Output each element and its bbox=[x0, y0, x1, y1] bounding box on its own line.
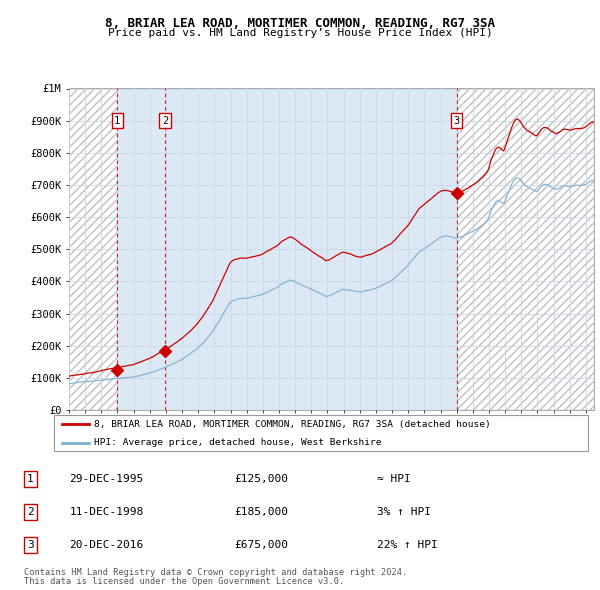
Text: 2: 2 bbox=[162, 116, 168, 126]
Text: 29-DEC-1995: 29-DEC-1995 bbox=[70, 474, 143, 484]
Text: HPI: Average price, detached house, West Berkshire: HPI: Average price, detached house, West… bbox=[94, 438, 382, 447]
Text: ≈ HPI: ≈ HPI bbox=[377, 474, 411, 484]
Text: £675,000: £675,000 bbox=[235, 540, 289, 550]
Text: £125,000: £125,000 bbox=[235, 474, 289, 484]
Text: 11-DEC-1998: 11-DEC-1998 bbox=[70, 507, 143, 517]
Text: 3% ↑ HPI: 3% ↑ HPI bbox=[377, 507, 431, 517]
Text: Price paid vs. HM Land Registry’s House Price Index (HPI): Price paid vs. HM Land Registry’s House … bbox=[107, 28, 493, 38]
Bar bbox=[117, 88, 457, 410]
Text: 1: 1 bbox=[114, 116, 121, 126]
Text: 22% ↑ HPI: 22% ↑ HPI bbox=[377, 540, 438, 550]
Bar bbox=[457, 88, 594, 410]
Text: 20-DEC-2016: 20-DEC-2016 bbox=[70, 540, 143, 550]
Bar bbox=[69, 88, 117, 410]
Text: 1: 1 bbox=[27, 474, 34, 484]
Text: This data is licensed under the Open Government Licence v3.0.: This data is licensed under the Open Gov… bbox=[24, 577, 344, 586]
Text: Contains HM Land Registry data © Crown copyright and database right 2024.: Contains HM Land Registry data © Crown c… bbox=[24, 568, 407, 577]
Text: 8, BRIAR LEA ROAD, MORTIMER COMMON, READING, RG7 3SA: 8, BRIAR LEA ROAD, MORTIMER COMMON, READ… bbox=[105, 17, 495, 30]
Text: £185,000: £185,000 bbox=[235, 507, 289, 517]
FancyBboxPatch shape bbox=[54, 415, 588, 451]
Text: 8, BRIAR LEA ROAD, MORTIMER COMMON, READING, RG7 3SA (detached house): 8, BRIAR LEA ROAD, MORTIMER COMMON, READ… bbox=[94, 419, 491, 429]
Text: 2: 2 bbox=[27, 507, 34, 517]
Text: 3: 3 bbox=[454, 116, 460, 126]
Text: 3: 3 bbox=[27, 540, 34, 550]
